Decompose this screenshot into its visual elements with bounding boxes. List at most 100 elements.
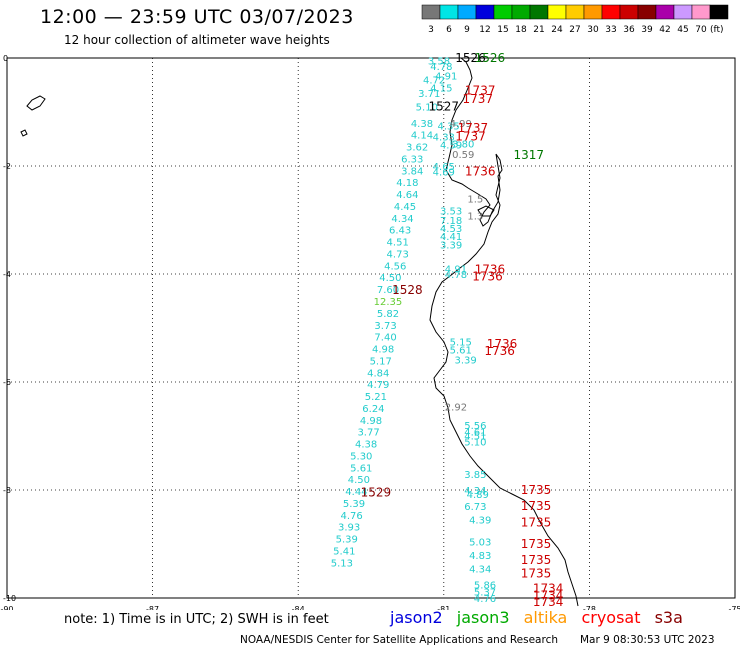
x-tick-label: -78 bbox=[583, 605, 596, 610]
legend-label: 45 bbox=[677, 25, 688, 35]
wave-height-label: 3.53 bbox=[440, 206, 462, 217]
wave-height-label: 4.50 bbox=[379, 273, 401, 284]
pass-time-label: 1736 bbox=[475, 263, 506, 277]
wave-height-label: 4.98 bbox=[360, 416, 382, 427]
legend-label: 33 bbox=[605, 25, 616, 35]
legend-label: 9 bbox=[464, 25, 470, 35]
wave-height-label: 4.64 bbox=[396, 190, 418, 201]
sat-s3a: s3a bbox=[654, 608, 683, 627]
legend-label: 30 bbox=[587, 25, 599, 35]
pass-time-label: 1734 bbox=[533, 595, 564, 609]
wave-height-label: 3.93 bbox=[338, 523, 360, 534]
pass-time-label: 1737 bbox=[458, 121, 489, 135]
wave-height-label: 4.51 bbox=[464, 431, 486, 442]
pass-time-label: 1529 bbox=[361, 486, 392, 500]
wave-height-label: 3.58 bbox=[428, 57, 450, 68]
legend-label: 27 bbox=[569, 25, 580, 35]
pass-time-label: 1527 bbox=[429, 100, 460, 114]
pass-time-label: 1735 bbox=[521, 499, 552, 513]
pass-time-label: 1735 bbox=[521, 537, 552, 551]
pass-time-label: 1526 bbox=[455, 51, 486, 65]
wave-height-label: 5.39 bbox=[343, 499, 365, 510]
wave-height-label: 5.41 bbox=[333, 546, 355, 557]
wave-height-label: 4.50 bbox=[348, 475, 370, 486]
footnote: note: 1) Time is in UTC; 2) SWH is in fe… bbox=[64, 612, 329, 627]
wave-height-label: 4.34 bbox=[469, 564, 491, 575]
sat-jason3: jason3 bbox=[456, 608, 510, 627]
wave-height-label: 4.34 bbox=[464, 486, 486, 497]
wave-height-label: 5.56 bbox=[464, 421, 486, 432]
x-tick-label: -90 bbox=[0, 605, 13, 610]
wave-height-label: 1.3 bbox=[467, 212, 483, 223]
wave-height-label: 4.99 bbox=[450, 119, 472, 130]
legend-label: 24 bbox=[551, 25, 563, 35]
wave-height-label: 12.35 bbox=[374, 297, 403, 308]
pass-time-label: 1737 bbox=[465, 83, 496, 97]
credit-line: NOAA/NESDIS Center for Satellite Applica… bbox=[240, 634, 558, 646]
legend-label: 6 bbox=[446, 25, 452, 35]
wave-height-label: 4.14 bbox=[411, 131, 433, 142]
pass-time-label: 1735 bbox=[521, 515, 552, 529]
pass-time-label: 1736 bbox=[465, 164, 496, 178]
wave-height-label: 5.10 bbox=[464, 437, 486, 448]
wave-height-label: 5.82 bbox=[377, 309, 399, 320]
wave-height-label: 2.92 bbox=[445, 402, 467, 413]
pass-time-label: 1734 bbox=[533, 588, 564, 602]
pass-time-label: 1317 bbox=[513, 148, 544, 162]
y-tick-label: -6 bbox=[3, 378, 11, 387]
wave-height-label: 4.38 bbox=[411, 119, 433, 130]
wave-height-label: 4.72 bbox=[423, 76, 445, 87]
wave-height-label: 3.39 bbox=[440, 240, 462, 251]
y-tick-label: -8 bbox=[3, 486, 11, 495]
wave-height-label: 4.76 bbox=[474, 594, 496, 605]
sat-jason2: jason2 bbox=[390, 608, 443, 627]
wave-height-label: 5.61 bbox=[450, 346, 472, 357]
sat-cryosat: cryosat bbox=[581, 608, 641, 627]
wave-height-label: 4.45 bbox=[394, 202, 416, 213]
wave-height-label: 4.18 bbox=[396, 178, 418, 189]
wave-height-label: 4.34 bbox=[391, 214, 413, 225]
legend-label: 36 bbox=[623, 25, 635, 35]
generation-timestamp: Mar 9 08:30:53 UTC 2023 bbox=[580, 634, 715, 646]
wave-height-label: 4.59 bbox=[440, 140, 462, 151]
wave-height-label: 4.73 bbox=[387, 249, 409, 260]
page-title: 12:00 — 23:59 UTC 03/07/2023 bbox=[40, 6, 354, 28]
legend-unit: (ft) bbox=[710, 25, 724, 35]
map-frame bbox=[6, 57, 736, 599]
pass-time-label: 1735 bbox=[521, 567, 552, 581]
wave-height-label: 4.78 bbox=[445, 270, 467, 281]
pass-time-label: 1528 bbox=[392, 283, 423, 297]
wave-height-label: 5.10 bbox=[416, 103, 438, 114]
island-2 bbox=[20, 129, 28, 137]
color-legend: 3 6 9 12 15 18 21 24 27 30 33 36 39 42 45 70 (ft) bbox=[421, 4, 729, 35]
y-tick-label: -4 bbox=[3, 270, 11, 279]
wave-height-map[interactable]: 3.584.784.914.724.153.715.104.384.143.62… bbox=[0, 0, 740, 610]
wave-height-label: 4.69 bbox=[433, 167, 455, 178]
wave-height-label: 4.91 bbox=[445, 265, 467, 276]
wave-height-label: 4.33 bbox=[433, 132, 455, 143]
wave-height-label: 4.89 bbox=[467, 490, 489, 501]
wave-height-label: 4.61 bbox=[464, 428, 486, 439]
wave-height-label: 4.51 bbox=[387, 238, 409, 249]
legend-label: 70 bbox=[695, 25, 707, 35]
pass-time-label: 1736 bbox=[487, 337, 518, 351]
wave-height-label: 7.60 bbox=[377, 285, 399, 296]
wave-height-label: 4.79 bbox=[367, 380, 389, 391]
wave-height-label: 3.85 bbox=[464, 470, 486, 481]
wave-height-label: 4.53 bbox=[440, 224, 462, 235]
y-tick-label: 0 bbox=[3, 54, 8, 63]
y-tick-label: -10 bbox=[3, 594, 16, 603]
legend-swatch bbox=[709, 4, 729, 20]
wave-height-label: 4.91 bbox=[435, 71, 457, 82]
wave-height-label: 4.83 bbox=[469, 551, 491, 562]
wave-height-label: 0.59 bbox=[452, 150, 474, 161]
legend-label: 18 bbox=[515, 25, 527, 35]
wave-height-label: 5.13 bbox=[331, 558, 353, 569]
wave-height-label: 3.71 bbox=[418, 89, 440, 100]
x-tick-label: -84 bbox=[292, 605, 305, 610]
pass-time-label: 1526 bbox=[475, 51, 506, 65]
wave-height-label: 3.73 bbox=[374, 321, 396, 332]
wave-height-label: 3.39 bbox=[455, 355, 477, 366]
wave-height-label: 4.41 bbox=[440, 232, 462, 243]
wave-height-label: 4.78 bbox=[430, 62, 452, 73]
